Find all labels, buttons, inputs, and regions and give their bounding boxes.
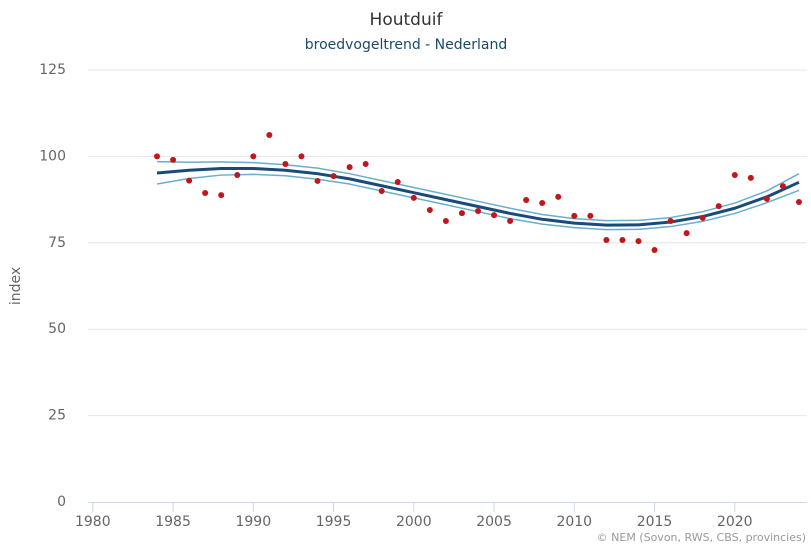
data-point — [763, 195, 770, 202]
x-tick-label: 2000 — [396, 514, 432, 530]
chart-subtitle: broedvogeltrend - Nederland — [305, 37, 507, 53]
x-tick-label: 2005 — [476, 514, 512, 530]
x-tick-label: 1995 — [316, 514, 352, 530]
data-point — [619, 237, 626, 244]
data-point — [346, 164, 353, 171]
data-point — [731, 172, 738, 179]
y-axis-label: index — [8, 267, 24, 305]
data-point — [747, 174, 754, 181]
data-point — [699, 214, 706, 221]
data-point — [667, 218, 674, 225]
data-point — [154, 153, 161, 160]
data-point — [362, 161, 369, 168]
data-point — [683, 230, 690, 237]
data-point — [330, 173, 337, 180]
data-point — [186, 177, 193, 184]
data-point — [234, 172, 241, 179]
data-point — [282, 161, 289, 168]
data-point — [587, 212, 594, 219]
x-tick-label: 1990 — [235, 514, 271, 530]
data-point — [442, 218, 449, 225]
y-tick-label: 75 — [48, 235, 66, 251]
y-tick-label: 125 — [39, 62, 66, 78]
y-tick-label: 25 — [48, 408, 66, 424]
chart-title: Houtduif — [370, 10, 444, 30]
x-tick-label: 2020 — [717, 514, 753, 530]
data-point — [523, 196, 530, 203]
trend-line — [156, 166, 800, 227]
data-point — [298, 153, 305, 160]
data-point — [635, 238, 642, 245]
trend-line — [156, 160, 800, 222]
data-point — [314, 177, 321, 184]
data-point — [651, 247, 658, 254]
x-tick-label: 1985 — [155, 514, 191, 530]
data-point — [507, 218, 514, 225]
x-tick-label: 2010 — [556, 514, 592, 530]
data-point — [378, 187, 385, 194]
x-tick-label: 1980 — [75, 514, 111, 530]
credit: © NEM (Sovon, RWS, CBS, provincies) — [597, 531, 806, 544]
data-point — [394, 178, 401, 185]
data-point — [555, 193, 562, 200]
data-point — [603, 237, 610, 244]
y-tick-label: 50 — [48, 321, 66, 337]
data-point — [410, 194, 417, 201]
data-point — [250, 153, 257, 160]
y-tick-label: 0 — [57, 494, 66, 510]
data-point — [266, 131, 273, 138]
data-point — [170, 156, 177, 163]
data-point — [715, 203, 722, 210]
data-point — [458, 210, 465, 217]
data-point — [539, 200, 546, 207]
y-tick-label: 100 — [39, 148, 66, 164]
data-point — [779, 183, 786, 190]
data-point — [426, 206, 433, 213]
data-point — [491, 212, 498, 219]
data-point — [202, 190, 209, 197]
x-tick-label: 2015 — [637, 514, 673, 530]
data-point — [795, 199, 802, 206]
data-point — [474, 208, 481, 215]
data-point — [218, 192, 225, 199]
data-point — [571, 212, 578, 219]
